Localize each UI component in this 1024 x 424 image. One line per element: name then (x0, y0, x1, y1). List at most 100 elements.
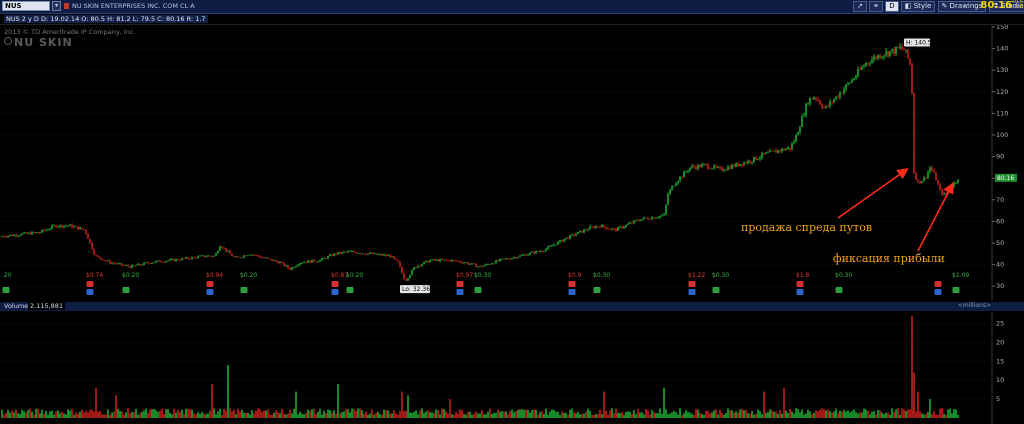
candle-body (85, 229, 87, 234)
candle-body (99, 256, 101, 259)
volume-bar (391, 413, 393, 418)
candle-body (403, 273, 405, 280)
volume-bar (167, 409, 169, 418)
volume-bar (845, 411, 847, 418)
volume-bar (641, 412, 643, 418)
candle-body (303, 262, 305, 264)
volume-bar (261, 412, 263, 418)
candle-body (787, 147, 789, 149)
symbol-input[interactable]: NUS (2, 1, 50, 11)
candle-body (341, 252, 343, 254)
style-label: Style (913, 2, 932, 10)
volume-chart[interactable]: 5 10 15 20 25 (0, 312, 1024, 424)
volume-bar (77, 413, 79, 418)
volume-bar (381, 414, 383, 418)
candle-body (41, 229, 43, 233)
studies-button[interactable]: ⚗ Studies (988, 1, 1024, 12)
volume-bar (521, 409, 523, 418)
volume-bar (553, 409, 555, 418)
quick-arrow-icon[interactable]: ↗ (853, 1, 867, 12)
volume-bar (443, 409, 445, 418)
link-icon[interactable]: ⚭ (869, 1, 883, 12)
candle-body (651, 217, 653, 220)
volume-bar (91, 409, 93, 418)
volume-bar (431, 412, 433, 418)
volume-bar (297, 414, 299, 418)
candle-body (747, 160, 749, 164)
volume-bar (407, 395, 409, 418)
volume-bar (241, 409, 243, 418)
aggregation-button[interactable]: D (885, 1, 899, 12)
candle-body (529, 252, 531, 255)
drawings-button[interactable]: ✎ Drawings (937, 1, 987, 12)
candle-body (599, 226, 601, 228)
volume-bar (557, 411, 559, 418)
candle-body (537, 250, 539, 252)
volume-bar (657, 413, 659, 418)
price-tick-label: 30 (996, 282, 1004, 290)
volume-bar (669, 413, 671, 418)
candle-body (717, 167, 719, 168)
candle-body (681, 176, 683, 178)
flask-icon: ⚗ (992, 2, 999, 10)
candle-body (753, 156, 755, 163)
candle-body (317, 261, 319, 263)
candle-body (643, 217, 645, 220)
candle-body (505, 258, 507, 260)
volume-bar (871, 412, 873, 418)
candle-body (709, 168, 711, 170)
price-chart[interactable]: .20 $0.74 $0.20 $0.94 $0.20 $0.87$0.20 $0.97 $0… (0, 25, 1024, 301)
candle-body (309, 260, 311, 263)
volume-bar (551, 409, 553, 418)
candle-body (943, 193, 945, 195)
candle-body (385, 254, 387, 256)
candle-body (139, 263, 141, 265)
volume-bar (173, 408, 175, 418)
volume-bar (481, 410, 483, 418)
candle-body (639, 220, 641, 222)
candle-body (29, 232, 31, 235)
drawings-label: Drawings (949, 2, 983, 10)
candle-body (765, 152, 767, 154)
volume-bar (415, 410, 417, 418)
symbol-dropdown-icon[interactable]: ▾ (52, 1, 61, 11)
candle-body (915, 173, 917, 180)
volume-bar (793, 413, 795, 418)
price-change-bottom: 0.6 (1015, 4, 1023, 10)
volume-bar (621, 412, 623, 418)
volume-bar (457, 413, 459, 418)
volume-bar (363, 413, 365, 418)
candle-body (531, 251, 533, 253)
volume-bar (255, 410, 257, 418)
volume-bar (43, 413, 45, 418)
volume-bar (5, 412, 7, 418)
candle-body (167, 260, 169, 262)
candle-body (57, 226, 59, 228)
volume-bar (609, 410, 611, 418)
volume-bar (613, 413, 615, 418)
candle-body (113, 262, 115, 264)
style-button[interactable]: ◧ Style (900, 1, 936, 12)
candle-body (165, 261, 167, 263)
candle-body (459, 261, 461, 263)
event-label: $0.87 (331, 272, 348, 279)
candle-body (127, 265, 129, 267)
candle-body (595, 226, 597, 229)
candle-body (755, 156, 757, 160)
candle-body (443, 259, 445, 261)
candle-body (5, 236, 7, 238)
volume-bar (335, 413, 337, 418)
volume-bar (69, 410, 71, 418)
volume-bar (23, 411, 25, 418)
candle-body (547, 246, 549, 249)
candle-body (31, 231, 33, 235)
candle-body (771, 150, 773, 152)
candle-body (457, 261, 459, 262)
volume-bar (321, 414, 323, 418)
candle-body (517, 257, 519, 259)
volume-bar (337, 384, 339, 418)
candle-body (361, 253, 363, 255)
volume-bar (949, 408, 951, 418)
volume-bar (449, 399, 451, 418)
volume-bar (63, 413, 65, 418)
